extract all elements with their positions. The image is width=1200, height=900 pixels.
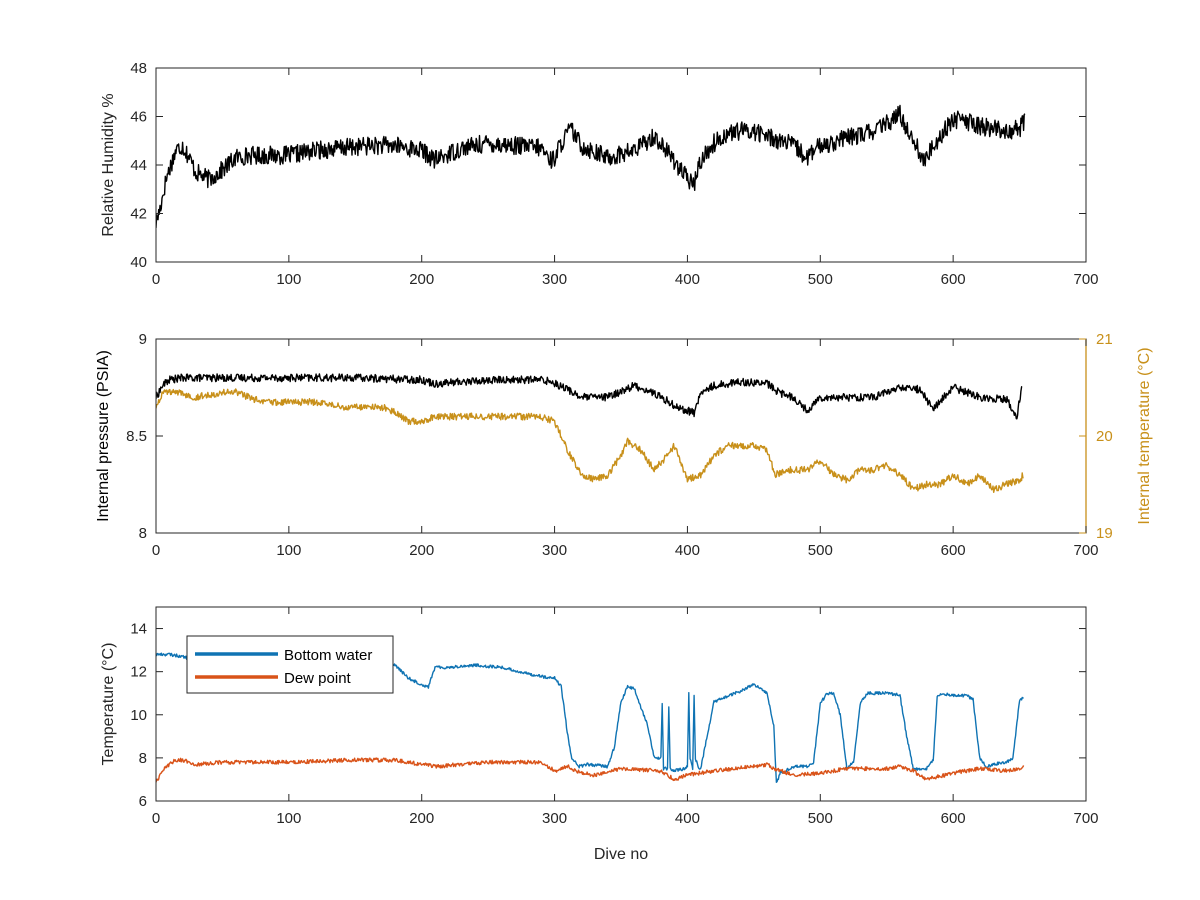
pressure-y-axis-label: Internal pressure (PSIA): [95, 350, 112, 522]
legend-box: [186, 635, 394, 694]
x-tick-label: 700: [1073, 810, 1098, 827]
humidity-series-0-line: [156, 104, 1026, 228]
x-tick-label: 400: [675, 810, 700, 827]
x-tick-label: 700: [1073, 542, 1098, 559]
temperature-ticks: 0 100 200 300 400 500 600 700 6 8 10 12 14: [130, 607, 1099, 827]
humidity-lines: [156, 104, 1026, 228]
x-tick-label: 200: [409, 542, 434, 559]
x-tick-label: 600: [941, 542, 966, 559]
y-tick-label: 12: [130, 664, 147, 681]
y-tick-label: 44: [130, 157, 147, 174]
pressure-temperature-panel: 0 100 200 300 400 500 600 700 8 8.5 9 19 20 21 Intern…: [95, 331, 1153, 559]
y-right-tick-label: 20: [1096, 428, 1113, 445]
legend-label-bottom-water: Bottom water: [284, 647, 372, 664]
x-tick-label: 200: [409, 810, 434, 827]
pressure-temperature-series-1-line: [156, 388, 1024, 493]
humidity-ticks: 0 100 200 300 400 500 600 700 40 42 44 46 48: [130, 60, 1098, 288]
y-tick-label: 10: [130, 707, 147, 724]
x-tick-label: 500: [808, 542, 833, 559]
y-tick-label: 46: [130, 109, 147, 126]
y-right-tick-label: 21: [1096, 331, 1113, 348]
y-tick-label: 8: [139, 750, 147, 767]
x-tick-label: 300: [542, 542, 567, 559]
x-tick-label: 100: [276, 542, 301, 559]
x-tick-label: 400: [675, 271, 700, 288]
temperature-axes-box: [155, 606, 1087, 802]
x-tick-label: 100: [276, 810, 301, 827]
pressure-temperature-series-0-line: [156, 373, 1023, 420]
x-tick-label: 300: [542, 271, 567, 288]
pressure-temperature-ticks: 0 100 200 300 400 500 600 700 8 8.5 9 19 20 21: [126, 331, 1113, 559]
temperature-right-y-axis-label: Internal temperature (°C): [1136, 347, 1153, 524]
legend-label-dew-point: Dew point: [284, 670, 352, 687]
x-tick-label: 0: [152, 542, 160, 559]
x-tick-label: 600: [941, 810, 966, 827]
x-tick-label: 600: [941, 271, 966, 288]
humidity-y-axis-label: Relative Humidity %: [100, 93, 117, 236]
y-tick-label: 8.5: [126, 428, 147, 445]
humidity-panel: 0 100 200 300 400 500 600 700 40 42 44 46 48 Relativ…: [100, 60, 1099, 288]
y-tick-label: 8: [139, 525, 147, 542]
legend: Bottom water Dew point: [186, 635, 394, 694]
x-tick-label: 300: [542, 810, 567, 827]
x-tick-label: 0: [152, 271, 160, 288]
x-tick-label: 500: [808, 810, 833, 827]
x-tick-label: 500: [808, 271, 833, 288]
y-tick-label: 14: [130, 621, 147, 638]
y-tick-label: 42: [130, 206, 147, 223]
pressure-temperature-lines: [156, 373, 1024, 493]
x-tick-label: 100: [276, 271, 301, 288]
y-tick-label: 40: [130, 254, 147, 271]
y-right-tick-label: 19: [1096, 525, 1113, 542]
temperature-panel: 0 100 200 300 400 500 600 700 6 8 10 12 14 Temperatu…: [100, 606, 1099, 863]
y-tick-label: 9: [139, 331, 147, 348]
y-tick-label: 6: [139, 793, 147, 810]
x-tick-label: 200: [409, 271, 434, 288]
x-axis-label: Dive no: [594, 846, 648, 863]
x-tick-label: 400: [675, 542, 700, 559]
x-tick-label: 0: [152, 810, 160, 827]
y-tick-label: 48: [130, 60, 147, 77]
dew-point-line: [156, 757, 1025, 783]
temperature-y-axis-label: Temperature (°C): [100, 643, 117, 766]
x-tick-label: 700: [1073, 271, 1098, 288]
